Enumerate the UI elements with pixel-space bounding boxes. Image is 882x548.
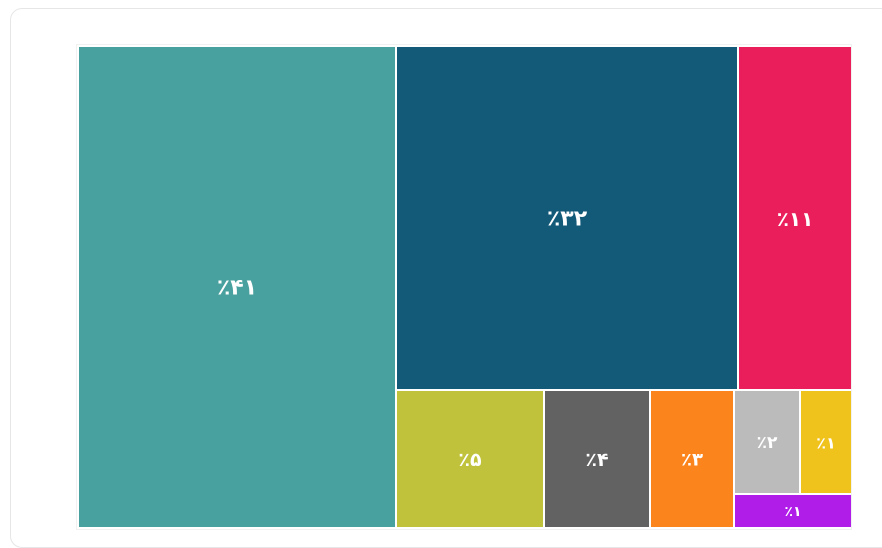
treemap-plot: ٪۴۱ ٪۳۲ ٪۱۱ ٪۵ ٪۴ ٪۳ ٪۲ ٪۱ ٪۱ — [76, 44, 852, 530]
treemap-tile-9[interactable] — [735, 495, 851, 527]
treemap-tile-label-8: ٪۱ — [816, 434, 836, 453]
treemap-tile-label-7: ٪۲ — [757, 433, 778, 453]
treemap-svg: ٪۴۱ ٪۳۲ ٪۱۱ ٪۵ ٪۴ ٪۳ ٪۲ ٪۱ ٪۱ — [79, 47, 851, 527]
treemap-tile-5[interactable] — [545, 391, 649, 527]
treemap-tile-label-2: ٪۳۲ — [547, 207, 588, 232]
treemap-tile-7[interactable] — [735, 391, 799, 493]
treemap-tile-label-1: ٪۴۱ — [217, 276, 257, 301]
treemap-tile-label-3: ٪۱۱ — [777, 207, 814, 231]
treemap-tile-6[interactable] — [651, 391, 733, 527]
treemap-tile-8[interactable] — [801, 391, 851, 493]
treemap-tile-1[interactable] — [79, 47, 395, 527]
treemap-tile-4[interactable] — [397, 391, 543, 527]
chart-card: ٪۴۱ ٪۳۲ ٪۱۱ ٪۵ ٪۴ ٪۳ ٪۲ ٪۱ ٪۱ — [10, 8, 882, 548]
treemap-tile-label-6: ٪۳ — [681, 450, 703, 471]
treemap-tile-2[interactable] — [397, 47, 737, 389]
treemap-tile-label-4: ٪۵ — [458, 449, 482, 471]
treemap-tile-label-5: ٪۴ — [585, 449, 608, 471]
treemap-tile-label-9: ٪۱ — [784, 504, 801, 520]
treemap-tile-3[interactable] — [739, 47, 851, 389]
